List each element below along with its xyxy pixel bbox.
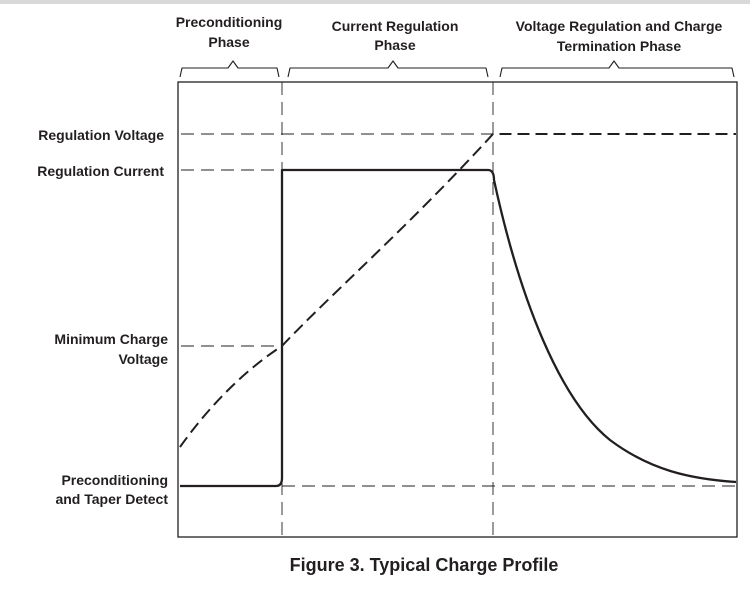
precond-taper-label-line2: and Taper Detect <box>55 491 168 507</box>
phase-2-label-line1: Current Regulation <box>332 18 459 34</box>
minimum-charge-voltage-label-line2: Voltage <box>118 351 168 367</box>
current-curve <box>180 168 737 488</box>
chart-frame <box>177 81 738 538</box>
precond-taper-label-line1: Preconditioning <box>61 472 168 488</box>
minimum-charge-voltage-label-line1: Minimum Charge <box>54 331 168 347</box>
figure-caption: Figure 3. Typical Charge Profile <box>290 555 559 575</box>
phase-1-label-line2: Phase <box>208 34 249 50</box>
phase-3-label-line1: Voltage Regulation and Charge <box>516 18 723 34</box>
phase-3-brace <box>499 60 735 78</box>
phase-1-brace <box>179 60 280 78</box>
regulation-voltage-label: Regulation Voltage <box>38 127 164 143</box>
phase-1-label-line1: Preconditioning <box>176 14 283 30</box>
top-rule <box>0 0 750 4</box>
regulation-current-label: Regulation Current <box>37 163 164 179</box>
phase-2-label-line2: Phase <box>374 37 415 53</box>
phase-2-brace <box>287 60 489 78</box>
voltage-curve <box>179 133 736 448</box>
phase-3-label-line2: Termination Phase <box>557 38 681 54</box>
